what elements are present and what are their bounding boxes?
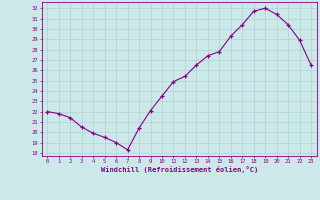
X-axis label: Windchill (Refroidissement éolien,°C): Windchill (Refroidissement éolien,°C) [100,166,258,173]
